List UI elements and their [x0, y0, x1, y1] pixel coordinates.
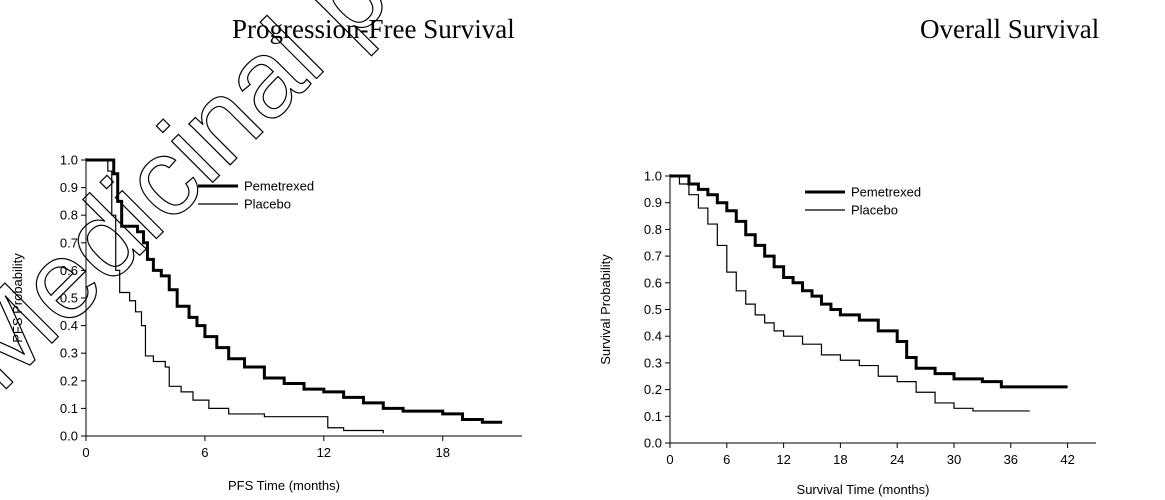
y-tick-label: 0.1 [644, 409, 662, 424]
x-tick-label: 0 [666, 452, 673, 467]
x-tick-label: 30 [947, 452, 961, 467]
x-tick-label: 36 [1004, 452, 1018, 467]
series-line-pemetrexed [86, 158, 503, 424]
x-tick-label: 6 [723, 452, 730, 467]
y-tick-label: 0.7 [644, 249, 662, 264]
os-chart-title: Overall Survival [920, 14, 1100, 44]
y-tick-label: 0.0 [60, 429, 78, 444]
y-tick-label: 0.4 [644, 329, 662, 344]
y-tick-label: 0.9 [644, 195, 662, 210]
y-tick-label: 0.8 [60, 208, 78, 223]
y-tick-label: 0.3 [60, 346, 78, 361]
x-tick-label: 18 [833, 452, 847, 467]
y-tick-label: 0.9 [60, 180, 78, 195]
y-tick-label: 1.0 [60, 153, 78, 168]
y-tick-label: 0.5 [644, 302, 662, 317]
y-axis-label: PFS Probability [10, 253, 25, 343]
y-tick-label: 0.2 [60, 373, 78, 388]
x-axis-label: PFS Time (months) [228, 478, 340, 493]
x-tick-label: 42 [1060, 452, 1074, 467]
y-tick-label: 0.7 [60, 235, 78, 250]
series-line-pemetrexed [670, 174, 1068, 389]
os-chart: 0.0 0.1 0.2 0.3 0.4 0.5 0.6 0.7 0.8 0.9 1.0 0 6 12 18 2… [598, 169, 1096, 497]
y-tick-label: 1.0 [644, 169, 662, 184]
x-axis-label: Survival Time (months) [797, 482, 930, 497]
legend-label: Placebo [244, 197, 291, 212]
y-tick-label: 0.5 [60, 291, 78, 306]
y-tick-label: 0.8 [644, 222, 662, 237]
legend-label: Pemetrexed [244, 179, 314, 194]
y-tick-label: 0.0 [644, 436, 662, 451]
x-tick-label: 0 [82, 445, 89, 460]
legend-label: Pemetrexed [851, 185, 921, 200]
x-tick-label: 24 [890, 452, 904, 467]
y-tick-label: 0.1 [60, 401, 78, 416]
watermark-text: Medicinal product [0, 0, 627, 412]
y-tick-label: 0.6 [60, 263, 78, 278]
series-line-placebo [86, 159, 384, 434]
y-tick-label: 0.3 [644, 355, 662, 370]
y-tick-label: 0.4 [60, 318, 78, 333]
pfs-chart-title: Progression-Free Survival [232, 14, 515, 44]
y-tick-label: 0.6 [644, 275, 662, 290]
x-tick-label: 12 [317, 445, 331, 460]
y-tick-label: 0.2 [644, 382, 662, 397]
legend-label: Placebo [851, 203, 898, 218]
series-line-placebo [670, 175, 1030, 412]
x-tick-label: 12 [776, 452, 790, 467]
pfs-chart: 0.0 0.1 0.2 0.3 0.4 0.5 0.6 0.7 0.8 0.9 1.0 0 6 12 18 P… [10, 153, 522, 493]
x-tick-label: 6 [201, 445, 208, 460]
x-tick-label: 18 [435, 445, 449, 460]
y-axis-label: Survival Probability [598, 254, 613, 365]
